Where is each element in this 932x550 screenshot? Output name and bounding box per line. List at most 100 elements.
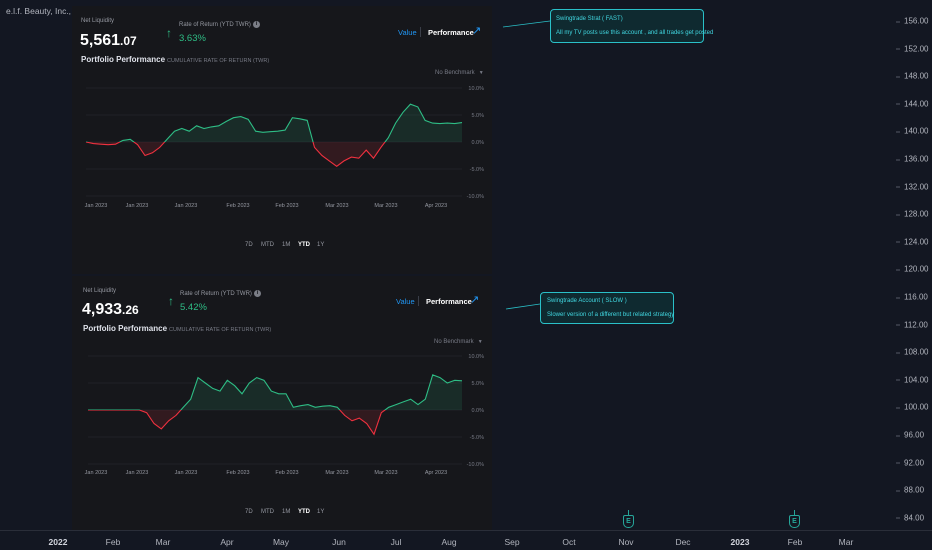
x-tick-label: Jan 2023: [126, 203, 149, 209]
portfolio-performance-title: Portfolio Performance CUMULATIVE RATE OF …: [83, 324, 272, 333]
price-axis[interactable]: 156.00 152.00 148.00 144.00 140.00 136.00 132.…: [892, 0, 932, 530]
time-tick-label: Nov: [618, 537, 634, 547]
info-icon[interactable]: i: [252, 21, 260, 28]
series-line-negative: [88, 410, 386, 436]
y-tick-label: -10.0%: [467, 462, 485, 468]
price-tick-label: 156.00: [895, 16, 929, 26]
price-tick-label: 136.00: [895, 154, 929, 164]
expand-icon[interactable]: ↗: [470, 294, 480, 306]
price-tick-label: 104.00: [895, 375, 929, 385]
time-tick-label: Jul: [390, 537, 402, 547]
tab-divider: [418, 296, 419, 306]
range-button-ytd[interactable]: YTD: [298, 509, 310, 515]
range-button-mtd[interactable]: MTD: [261, 242, 274, 248]
tab-divider: [420, 27, 421, 37]
info-icon[interactable]: i: [253, 290, 261, 297]
price-tick-label: 116.00: [896, 292, 928, 302]
positive-area: [88, 374, 462, 410]
tab-performance[interactable]: Performance: [426, 297, 472, 306]
price-tick-label: 108.00: [895, 347, 929, 357]
x-tick-label: Feb 2023: [226, 470, 249, 476]
tab-performance[interactable]: Performance: [428, 28, 474, 37]
chevron-down-icon: ▼: [477, 339, 483, 345]
range-button-7d[interactable]: 7D: [245, 509, 253, 515]
time-tick-label: Feb: [787, 537, 803, 547]
y-tick-label: 5.0%: [471, 381, 484, 387]
x-tick-label: Apr 2023: [425, 470, 447, 476]
time-tick-label: Mar: [155, 537, 171, 547]
chevron-down-icon: ▼: [478, 70, 484, 76]
price-tick-label: 124.00: [895, 237, 929, 247]
portfolio-performance-title: Portfolio Performance CUMULATIVE RATE OF …: [81, 55, 270, 64]
callout-title: Swingtrade Strat ( FAST): [556, 16, 623, 22]
rate-of-return-label: Rate of Return (YTD TWR) i: [180, 290, 261, 297]
x-tick-label: Mar 2023: [374, 470, 397, 476]
time-tick-label: Oct: [562, 537, 576, 547]
time-tick-label: Dec: [675, 537, 691, 547]
range-button-1m[interactable]: 1M: [282, 242, 291, 248]
y-tick-label: -10.0%: [467, 194, 485, 200]
x-tick-label: Apr 2023: [425, 203, 447, 209]
negative-area: [88, 410, 462, 435]
rate-of-return-value: 5.42%: [180, 302, 207, 313]
series-line-negative: [85, 142, 386, 167]
portfolio-panel-fast: Net Liquidity 5,561.07 ↑ Rate of Return …: [72, 6, 492, 274]
rate-of-return-value: 3.63%: [179, 33, 206, 44]
benchmark-select[interactable]: No Benchmark ▼: [435, 70, 484, 76]
time-tick-label: Jun: [332, 537, 346, 547]
y-tick-label: -5.0%: [470, 167, 484, 173]
time-tick-label: Sep: [504, 537, 520, 547]
time-tick-label: 2023: [730, 537, 750, 547]
price-tick-label: 140.00: [895, 126, 929, 136]
time-tick-label: May: [272, 537, 290, 547]
net-liquidity-label: Net Liquidity: [81, 18, 115, 24]
price-tick-label: 148.00: [895, 71, 929, 81]
range-button-ytd[interactable]: YTD: [298, 242, 310, 248]
price-tick-label: 84.00: [895, 513, 925, 523]
price-tick-label: 88.00: [895, 485, 925, 495]
price-tick-label: 100.00: [895, 402, 929, 412]
callout-slow[interactable]: Swingtrade Account ( SLOW ) Slower versi…: [540, 292, 674, 324]
callout-title: Swingtrade Account ( SLOW ): [547, 298, 627, 304]
rate-of-return-label: Rate of Return (YTD TWR) i: [179, 21, 260, 28]
x-tick-label: Jan 2023: [126, 470, 149, 476]
range-button-7d[interactable]: 7D: [245, 242, 253, 248]
earnings-icon[interactable]: E: [789, 510, 800, 528]
x-tick-label: Jan 2023: [85, 470, 108, 476]
callout-text: Slower version of a different but relate…: [547, 312, 675, 318]
arrow-up-icon: ↑: [168, 294, 174, 308]
y-tick-label: 10.0%: [468, 86, 484, 92]
price-tick-label: 132.00: [895, 182, 929, 192]
time-tick-label: Mar: [838, 537, 854, 547]
y-tick-label: 0.0%: [471, 140, 484, 146]
range-button-1y[interactable]: 1Y: [317, 509, 325, 515]
range-button-mtd[interactable]: MTD: [261, 509, 274, 515]
x-tick-label: Mar 2023: [325, 203, 348, 209]
price-tick-label: 112.00: [896, 320, 928, 330]
time-tick-label: Feb: [105, 537, 121, 547]
portfolio-panel-slow: Net Liquidity 4,933.26 ↑ Rate of Return …: [72, 276, 492, 530]
x-tick-label: Mar 2023: [374, 203, 397, 209]
range-button-1y[interactable]: 1Y: [317, 242, 325, 248]
x-tick-label: Feb 2023: [226, 203, 249, 209]
callout-fast[interactable]: Swingtrade Strat ( FAST) All my TV posts…: [550, 9, 713, 43]
benchmark-select[interactable]: No Benchmark ▼: [434, 339, 483, 345]
performance-chart: 10.0% 5.0% 0.0% -5.0% -10.0% Jan 2023 Jan 2023…: [85, 354, 485, 476]
price-tick-label: 152.00: [895, 44, 929, 54]
symbol-title: e.l.f. Beauty, Inc., 1D, NYSE: [6, 6, 113, 16]
y-tick-label: -5.0%: [470, 435, 484, 441]
net-liquidity-label: Net Liquidity: [83, 288, 117, 294]
x-tick-label: Jan 2023: [175, 470, 198, 476]
expand-icon[interactable]: ↗: [472, 25, 482, 37]
earnings-icon[interactable]: E: [623, 510, 634, 528]
price-tick-label: 96.00: [895, 430, 925, 440]
range-button-1m[interactable]: 1M: [282, 509, 291, 515]
y-tick-label: 10.0%: [468, 354, 484, 360]
callout-text: All my TV posts use this account , and a…: [556, 30, 714, 36]
tab-value[interactable]: Value: [398, 28, 417, 37]
price-tick-label: 128.00: [895, 209, 929, 219]
y-tick-label: 0.0%: [471, 408, 484, 414]
negative-area: [86, 142, 462, 167]
time-axis[interactable]: 2022 Feb Mar Apr May Jun Jul Aug Sep Oct Nov Dec 202…: [0, 530, 932, 550]
tab-value[interactable]: Value: [396, 297, 415, 306]
